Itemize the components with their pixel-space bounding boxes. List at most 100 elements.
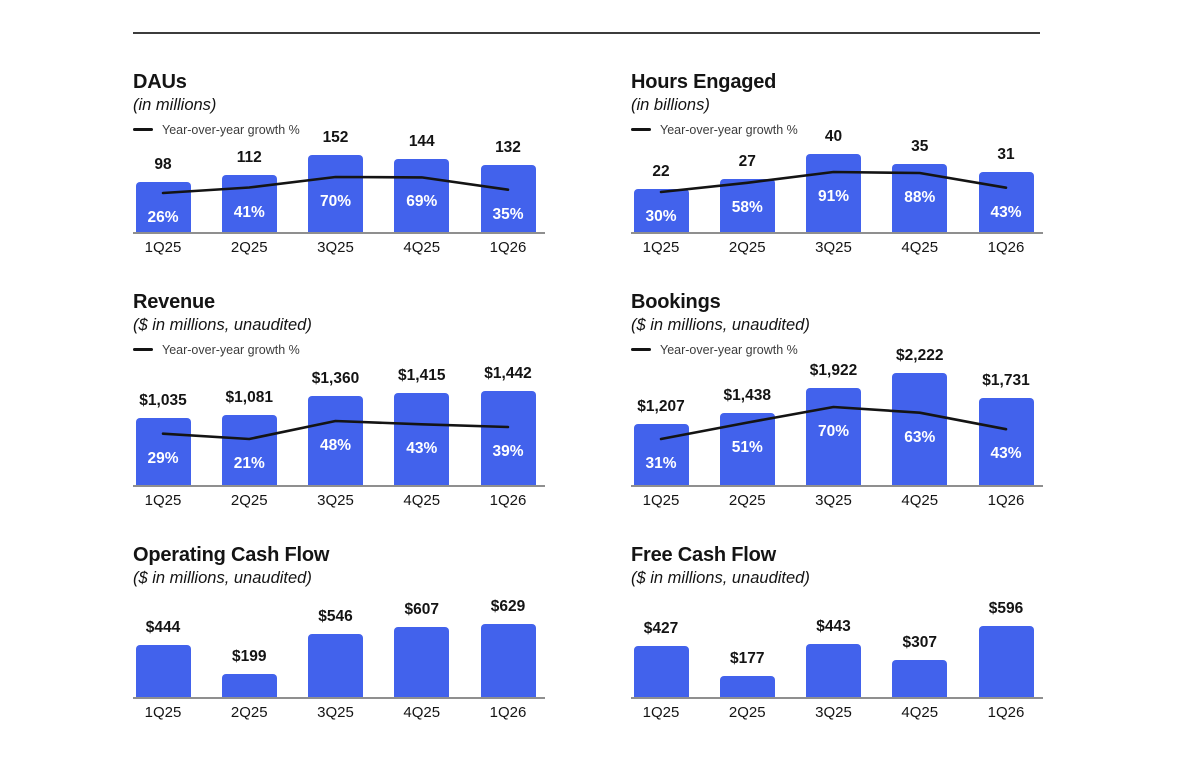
bar-value-label: $199 [232,648,267,665]
x-axis-label: 1Q25 [642,704,680,721]
x-axis-label: 1Q25 [144,492,182,509]
bar-3q25 [308,634,363,697]
growth-percent-label: 21% [233,455,265,472]
bar-4q25 [394,393,450,485]
bar-value-label: $1,438 [723,387,771,404]
x-axis-labels: 1Q25 2Q25 3Q25 4Q25 1Q26 [133,704,545,722]
chart-title: Bookings [631,291,721,313]
legend-label: Year-over-year growth % [162,342,300,357]
chart-subtitle: ($ in millions, unaudited) [133,316,312,334]
legend: Year-over-year growth % [133,122,545,137]
growth-percent-label: 58% [731,198,763,216]
growth-line [161,419,510,441]
legend: Year-over-year growth % [631,122,1043,137]
legend: Year-over-year growth % [133,342,545,357]
plot-area: $427 $177 $443 $307 $596 [631,600,1043,699]
growth-percent-label: 43% [406,440,438,458]
bar-1q26 [480,624,536,697]
bar-value-label: $427 [643,620,679,637]
bar-value-label: 98 [154,156,172,173]
growth-percent-label: 26% [147,209,179,226]
growth-line-icon [631,127,651,132]
x-axis-label: 3Q25 [317,239,354,256]
bar-4q25 [892,660,948,697]
plot-area: 30% 58% 91% 88% 43% 22 27 40 35 31 [631,128,1043,234]
bar-1q25 [633,189,689,232]
chart-subtitle: ($ in millions, unaudited) [133,569,312,587]
bar-value-label: $546 [318,608,353,625]
x-axis-label: 4Q25 [901,704,939,721]
chart-daus: DAUs (in millions) Year-over-year growth… [133,70,545,270]
x-axis-label: 4Q25 [403,239,441,256]
growth-percent-label: 43% [990,445,1022,463]
bar-value-label: $1,081 [225,389,273,406]
x-axis-label: 1Q25 [642,492,680,509]
x-axis-label: 2Q25 [230,704,268,721]
x-axis-labels: 1Q25 2Q25 3Q25 4Q25 1Q26 [133,239,545,257]
chart-title: Free Cash Flow [631,544,777,566]
x-axis-label: 4Q25 [403,704,441,721]
bar-1q25 [135,645,191,697]
bar-value-label: $1,922 [809,362,858,379]
plot-area: 26% 41% 70% 69% 35% 98 112 152 144 132 [133,129,545,234]
bar-value-label: $443 [816,618,851,635]
bar-value-label: 152 [322,129,349,146]
x-axis-label: 4Q25 [901,492,939,509]
bar-1q25 [633,424,689,485]
growth-percent-label: 69% [406,193,438,211]
growth-percent-label: 63% [904,428,936,446]
bar-value-label: $607 [404,601,439,618]
bar-value-label: $629 [490,598,526,615]
chart-title: Hours Engaged [631,71,777,93]
growth-percent-label: 41% [233,203,265,221]
growth-line [659,170,1008,194]
x-axis-label: 3Q25 [317,492,354,509]
x-axis-label: 1Q26 [987,704,1025,721]
bar-1q26 [480,391,536,485]
bar-3q25 [806,388,861,485]
bar-value-label: $307 [902,634,937,651]
x-axis-label: 1Q25 [642,239,680,256]
x-axis-labels: 1Q25 2Q25 3Q25 4Q25 1Q26 [631,239,1043,257]
bar-2q25 [719,676,775,697]
plot-area: $444 $199 $546 $607 $629 [133,598,545,699]
chart-subtitle: (in millions) [133,96,217,114]
chart-free-cash-flow: Free Cash Flow ($ in millions, unaudited… [631,543,1043,743]
chart-bookings: Bookings ($ in millions, unaudited) Year… [631,290,1043,509]
growth-percent-label: 48% [319,437,352,454]
growth-percent-label: 51% [731,438,763,456]
growth-line-icon [133,347,153,352]
chart-title: Revenue [133,291,215,313]
x-axis-label: 1Q26 [489,492,527,509]
chart-hours-engaged: Hours Engaged (in billions) Year-over-ye… [631,70,1043,270]
x-axis-label: 1Q26 [987,239,1025,256]
growth-percent-label: 70% [319,193,352,210]
x-axis-label: 3Q25 [815,239,852,256]
growth-percent-label: 70% [817,423,850,440]
x-axis-label: 1Q26 [987,492,1025,509]
x-axis-label: 2Q25 [728,704,766,721]
bar-value-label: 40 [824,128,843,145]
top-divider [133,32,1040,34]
bar-value-label: 132 [495,139,521,156]
bar-value-label: $596 [988,600,1024,617]
chart-title: DAUs [133,71,187,93]
growth-percent-label: 43% [990,203,1022,221]
growth-percent-label: 39% [492,443,524,460]
bar-value-label: 112 [236,149,262,166]
bar-1q26 [480,165,536,232]
bar-value-label: $1,442 [484,365,532,382]
growth-percent-label: 35% [492,205,524,223]
bar-4q25 [394,627,450,697]
plot-area: 31% 51% 70% 63% 43% $1,207 $1,438 $1,922 $2,222 $… [631,347,1043,487]
growth-percent-label: 31% [645,455,677,472]
growth-line [161,175,510,195]
x-axis-label: 2Q25 [230,239,268,256]
bar-value-label: $444 [145,619,181,636]
bar-2q25 [221,674,277,697]
x-axis-label: 3Q25 [317,704,354,721]
plot-area: 29% 21% 48% 43% 39% $1,035 $1,081 $1,360 $1,415 $… [133,365,545,487]
legend-label: Year-over-year growth % [162,122,300,137]
bar-3q25 [308,396,363,485]
x-axis-label: 1Q26 [489,239,527,256]
